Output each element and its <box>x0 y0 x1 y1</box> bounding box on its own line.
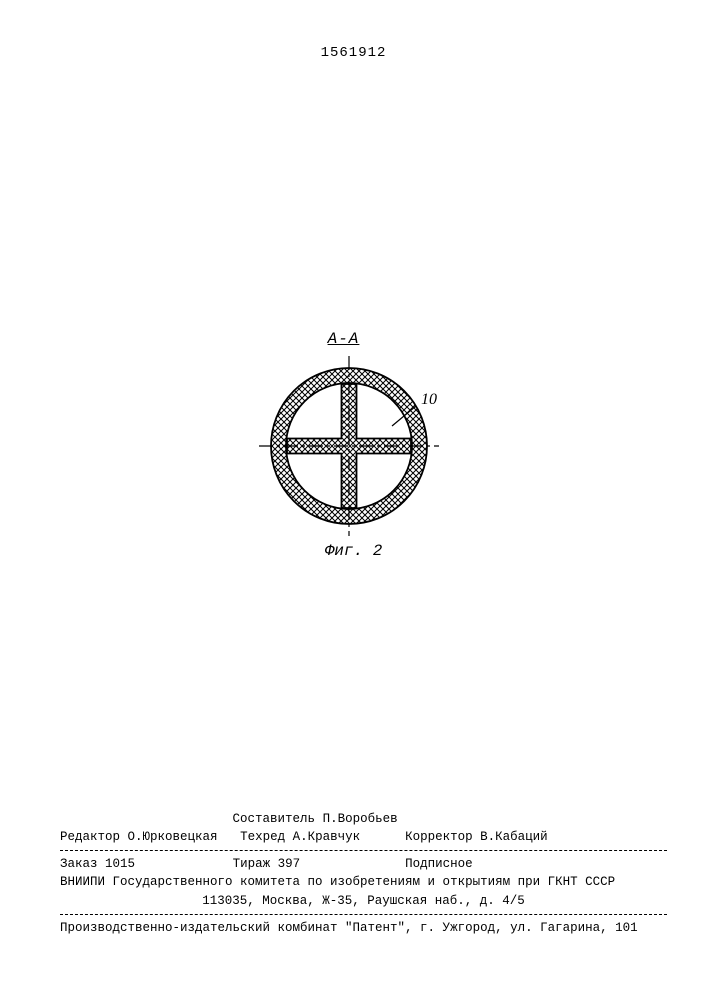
staff-row: Редактор О.Юрковецкая Техред А.Кравчук К… <box>60 828 667 846</box>
techred-name: А.Кравчук <box>293 830 361 844</box>
techred-label: Техред <box>240 830 285 844</box>
compiler-label: Составитель <box>233 812 316 826</box>
dash-rule-2 <box>60 914 667 915</box>
svg-text:10: 10 <box>421 391 437 408</box>
editor-name: О.Юрковецкая <box>128 830 218 844</box>
compiler-row: Составитель П.Воробьев <box>60 810 667 828</box>
order-num: 1015 <box>105 857 135 871</box>
corrector-label: Корректор <box>405 830 473 844</box>
figure-svg-wrap: 10 <box>0 356 707 536</box>
page-number: 1561912 <box>0 45 707 61</box>
figure-area: А-А 10 Фиг. 2 <box>0 330 707 560</box>
order-row: Заказ 1015 Тираж 397 Подписное <box>60 855 667 873</box>
org-line-2: 113035, Москва, Ж-35, Раушская наб., д. … <box>60 892 667 910</box>
figure-svg: 10 <box>254 356 454 536</box>
tirazh-num: 397 <box>278 857 301 871</box>
corrector-name: В.Кабаций <box>480 830 548 844</box>
org-line-1: ВНИИПИ Государственного комитета по изоб… <box>60 873 667 891</box>
dash-rule-1 <box>60 850 667 851</box>
editor-label: Редактор <box>60 830 120 844</box>
compiler-name: П.Воробьев <box>323 812 398 826</box>
figure-caption: Фиг. 2 <box>0 542 707 560</box>
subscript: Подписное <box>405 857 473 871</box>
footer-block: Составитель П.Воробьев Редактор О.Юркове… <box>60 810 667 937</box>
order-label: Заказ <box>60 857 98 871</box>
section-label: А-А <box>328 330 360 348</box>
press-line: Производственно-издательский комбинат "П… <box>60 919 667 937</box>
tirazh-label: Тираж <box>233 857 271 871</box>
